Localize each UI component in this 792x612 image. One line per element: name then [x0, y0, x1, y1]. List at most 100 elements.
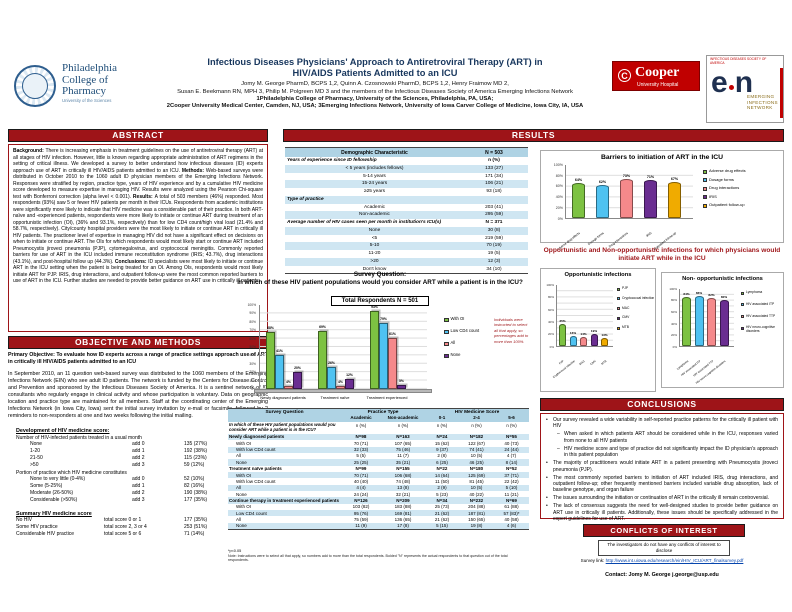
- row-value: 6 (25): [436, 459, 448, 465]
- bar-value-label: 62%: [598, 179, 607, 184]
- header-cell: 5-6: [508, 415, 515, 420]
- summary-score-row: Some HIV practice total score 2, 3 or 4 25…: [16, 524, 268, 531]
- chart-bar: [569, 336, 577, 346]
- survey-chart: 68%41%4%20%69%26%4%12%93%79%61%5%0%10%20…: [240, 301, 440, 405]
- chart-bar: [336, 385, 345, 389]
- bar-value-label: 73%: [622, 173, 631, 178]
- row-label: Years of experience since ID fellowship: [287, 158, 377, 163]
- bar-value-label: 4%: [338, 379, 343, 384]
- poster-affiliations: 1Philadelphia College of Pharmacy, Unive…: [166, 96, 584, 110]
- header-cell: Survey Question: [265, 410, 304, 415]
- row-value: 70 (19): [486, 243, 502, 249]
- chart-bar: [293, 372, 302, 389]
- legend-entry: HIV associated TTP: [741, 314, 783, 319]
- score-group-heading: Number of HIV-infected patients treated …: [16, 434, 142, 441]
- question-row: In which of these HIV patient population…: [228, 421, 529, 434]
- table-row: Type of practice: [285, 195, 528, 204]
- legend-swatch: [444, 353, 449, 358]
- chart-bar: [719, 299, 729, 346]
- summary-row-count: 253 (51%): [184, 523, 208, 530]
- survey-link-line: Survey link: http://www.int.uiowa.edu/re…: [540, 558, 784, 563]
- chart-bar: [707, 298, 716, 346]
- table-row: 5-10 70 (19): [285, 242, 528, 250]
- bar-value-label: 84%: [683, 292, 690, 297]
- row-label: All: [236, 485, 242, 491]
- y-axis-label: 20%: [555, 206, 563, 210]
- conclusion-bullet: • Our survey revealed a wide variability …: [546, 417, 778, 430]
- legend-swatch: [741, 291, 744, 295]
- summary-row-points: total score 2, 3 or 4: [104, 523, 147, 530]
- unit-cell: n (%): [471, 422, 482, 428]
- legend-swatch: [617, 307, 620, 311]
- row-value: N = 371: [485, 220, 503, 225]
- row-label: None: [236, 523, 247, 529]
- legend-entry: MTB: [617, 325, 655, 330]
- row-value: 106 (21): [485, 181, 503, 187]
- table-row: None 24 (24) 32 (21) 5 (23) 40 (22) 11 (21): [228, 491, 529, 498]
- oi-chart-legend: PJP Cryptococcal infection MAC CMV MTB: [617, 286, 655, 336]
- row-value: 22 (42): [504, 478, 519, 484]
- table-row: 5-14 years 171 (34): [285, 172, 528, 181]
- row-value: 133 (27): [485, 165, 503, 171]
- x-axis-label: Outpatient follow-up: [625, 221, 677, 251]
- row-value: 203 (41): [485, 204, 503, 210]
- row-value: 11 (9): [355, 523, 367, 529]
- summary-row-label: Considerable HIV practice: [16, 530, 75, 537]
- row-value: 11 (21): [504, 491, 519, 497]
- legend-entry: MAC: [617, 306, 655, 311]
- row-value: n (%): [488, 158, 500, 163]
- score-row-points: add 0: [132, 440, 145, 447]
- score-row-count: 115 (23%): [184, 454, 207, 461]
- row-label: Academic: [363, 204, 386, 210]
- row-value: N=22: [436, 466, 448, 472]
- table-row: Years of experience since ID fellowship n…: [285, 157, 528, 165]
- score-tables: Development of HIV medicine score: Number…: [16, 428, 268, 538]
- summary-row-label: No HIV: [16, 516, 33, 523]
- row-value: 169 (81): [394, 510, 412, 516]
- row-value: [462, 197, 526, 203]
- x-axis-label: MTB: [555, 349, 607, 367]
- survey-table-footnote1: *p<0.05: [228, 549, 242, 553]
- category-label: Newly diagnosed patients: [260, 395, 306, 400]
- row-value: 4 (7): [506, 453, 517, 459]
- table-row: Academic 203 (41): [285, 203, 528, 212]
- header-cell: [228, 416, 341, 421]
- row-value: 5 (15): [436, 523, 448, 529]
- y-axis-label: 0%: [672, 344, 677, 349]
- legend-label: Drug interactions: [709, 185, 740, 191]
- score-row-points: add 1: [132, 447, 145, 454]
- row-value: 34 (10): [486, 266, 502, 272]
- row-value: N=126: [354, 498, 368, 503]
- bar-value-label: 16%: [569, 331, 577, 336]
- row-value: 11 (50): [435, 478, 449, 484]
- legend-label: IRIS: [709, 193, 717, 199]
- y-axis-label: 0%: [549, 344, 554, 349]
- table-row: None 30 (8): [285, 226, 528, 235]
- x-axis-label: HIV neuro-cognitive disorders: [674, 349, 726, 385]
- survey-chart-legend: With OI Low CD4 count All None: [444, 316, 490, 365]
- abstract-box: Background: There is increasing emphasis…: [8, 144, 268, 332]
- legend-entry: All: [444, 340, 490, 346]
- row-value: 122 (67): [468, 440, 485, 446]
- score-row: Some (5-25%) add 1 82 (16%): [16, 483, 268, 490]
- table-row: Newly diagnosed patients N=98 N=163 N=24 N=1…: [228, 433, 529, 441]
- survey-link[interactable]: http://www.int.uiowa.edu/research/ein/HI…: [605, 558, 744, 563]
- legend-entry: None: [444, 352, 490, 358]
- survey-question-title: Survey Question: In which of these HIV pa…: [237, 271, 523, 287]
- nonoi-chart: 84% Lymphoma 86% HIV associated ITP 82% HIV a…: [662, 273, 785, 389]
- cooper-logo: C Cooper University Hospital: [612, 61, 700, 91]
- chart-bar: [345, 378, 354, 389]
- legend-swatch: [703, 203, 707, 208]
- conclusions-heading: CONCLUSIONS: [540, 398, 784, 411]
- score-row: Moderate (26-50%) add 2 190 (38%): [16, 490, 268, 497]
- y-axis-label: 40%: [249, 353, 256, 358]
- x-axis-label-text: MTB: [599, 359, 607, 366]
- chart-bar: [694, 296, 704, 346]
- bar-value-label: 80%: [720, 294, 728, 299]
- legend-swatch: [617, 297, 620, 301]
- row-value: 5 (10): [505, 485, 518, 491]
- conclusion-bullet: – HIV medicine score and type of practice…: [557, 446, 778, 459]
- idsa-text: INFECTIOUS DISEASES SOCIETY OF AMERICA: [710, 57, 767, 65]
- chart-plot: 35% PJP 16% Cryptococcal infection 14% MAC 19%…: [551, 285, 613, 379]
